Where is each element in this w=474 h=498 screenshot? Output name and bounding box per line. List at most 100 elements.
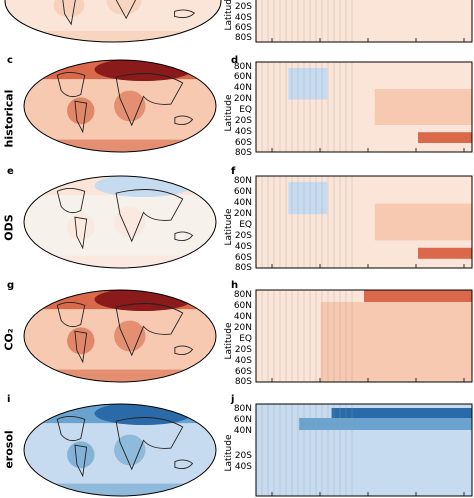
hovmoller-frame: [255, 175, 473, 269]
lat-tick: 80S: [234, 377, 252, 387]
hovmoller-cool-patch: [288, 68, 328, 100]
map-south-america-anomaly: [67, 97, 95, 125]
map-coastline: [174, 115, 194, 125]
hovmoller-warm-patch: [374, 89, 472, 125]
map-outline: [23, 59, 217, 153]
hovmoller-frame: [255, 0, 473, 43]
panel-letter-j: j: [231, 394, 235, 405]
lat-tick: EQ: [239, 334, 252, 344]
map-panel-co2: [23, 289, 217, 383]
lat-tick: 40N: [233, 312, 252, 322]
hovmoller-panel-ods: [255, 175, 473, 269]
map-coastline: [174, 231, 194, 241]
lat-tick: 20S: [234, 116, 252, 126]
lat-tick: EQ: [239, 105, 252, 115]
map-coastline: [174, 9, 196, 19]
hovmoller-cool-strong: [331, 408, 472, 418]
hovmoller-frame: [255, 289, 473, 383]
hovmoller-frame: [255, 61, 473, 153]
lat-tick: 60S: [234, 23, 252, 33]
panel-letter-d: d: [231, 55, 239, 66]
lat-tick: 40S: [234, 127, 252, 137]
map-coastline: [56, 71, 86, 98]
hovmoller-panel-top: [255, 0, 473, 43]
map-panel-ods: [23, 175, 217, 269]
row-label-aerosol: erosol: [2, 430, 16, 469]
lat-tick: 40N: [233, 198, 252, 208]
lat-tick: 20S: [234, 451, 252, 461]
lat-tick: 80N: [233, 176, 252, 186]
map-coastline: [61, 0, 77, 26]
map-outline: [23, 289, 217, 383]
map-coastline: [174, 345, 194, 355]
hovmoller-cool-patch: [288, 182, 328, 215]
lat-tick: 40S: [234, 13, 252, 23]
lat-tick: 20N: [233, 94, 252, 104]
hovmoller-warm-strong: [364, 290, 472, 302]
lat-tick: 60N: [233, 187, 252, 197]
hovmoller-panel-historical: [255, 61, 473, 153]
hovmoller-warm-late: [320, 302, 472, 382]
hovmoller-light-fill: [256, 0, 472, 42]
map-coastline: [74, 100, 88, 134]
lat-tick: 20S: [234, 231, 252, 241]
panel-letter-e: e: [7, 166, 14, 177]
panel-letter-i: i: [7, 394, 11, 405]
hovmoller-cool-mid: [299, 418, 472, 430]
map-africa-anomaly: [114, 434, 146, 466]
hovmoller-warm-strong: [418, 247, 472, 259]
lat-tick: 80N: [233, 290, 252, 300]
lat-tick: 40S: [234, 356, 252, 366]
map-south-america-anomaly: [67, 327, 95, 355]
lat-tick: 60N: [233, 301, 252, 311]
panel-letter-h: h: [231, 280, 239, 291]
lat-tick: EQ: [239, 220, 252, 230]
map-coastline: [115, 303, 184, 357]
lat-tick: 40S: [234, 242, 252, 252]
map-coastline: [174, 459, 194, 469]
lat-tick: 60S: [234, 367, 252, 377]
map-coastline: [115, 189, 184, 243]
map-south-america-anomaly: [67, 213, 95, 241]
lat-tick: 40N: [233, 426, 252, 436]
lat-tick: 80N: [233, 404, 252, 414]
row-label-co2: CO₂: [2, 328, 16, 351]
map-outline: [23, 175, 217, 269]
hovmoller-panel-aerosol: [255, 403, 473, 497]
map-coastline: [115, 417, 184, 471]
lat-tick: 80S: [234, 148, 252, 158]
map-coastline: [74, 330, 88, 364]
hovmoller-warm-strong: [418, 132, 472, 143]
lat-tick: 80N: [233, 62, 252, 72]
hovmoller-panel-co2: [255, 289, 473, 383]
map-fill-group: [24, 404, 216, 496]
map-coastline: [56, 415, 86, 442]
map-south-america-anomaly: [67, 441, 95, 469]
lat-tick: 20S: [234, 2, 252, 12]
map-south-america-anomaly: [53, 0, 85, 18]
map-panel-top: [4, 0, 222, 43]
lat-tick: 60N: [233, 415, 252, 425]
lat-tick: 20N: [233, 209, 252, 219]
map-fill-group: [5, 0, 221, 42]
map-outline: [4, 0, 222, 43]
row-label-ods: ODS: [2, 214, 16, 241]
lat-tick: 20S: [234, 345, 252, 355]
map-panel-historical: [23, 59, 217, 153]
map-panel-aerosol: [23, 403, 217, 497]
map-africa-anomaly: [114, 206, 146, 238]
map-antarctic-band: [5, 31, 221, 42]
panel-letter-c: c: [7, 55, 13, 66]
lat-tick: 20N: [233, 323, 252, 333]
map-coastline: [56, 301, 86, 328]
map-coastline: [115, 73, 184, 127]
lat-tick: 60N: [233, 72, 252, 82]
lat-tick: 60S: [234, 253, 252, 263]
map-africa-anomaly: [106, 0, 142, 15]
map-fill-group: [24, 290, 216, 382]
hovmoller-warm-patch: [374, 203, 472, 241]
row-label-historical: historical: [2, 89, 16, 148]
lat-tick: 40N: [233, 83, 252, 93]
map-fill-group: [24, 60, 216, 152]
panel-letter-f: f: [231, 166, 236, 177]
